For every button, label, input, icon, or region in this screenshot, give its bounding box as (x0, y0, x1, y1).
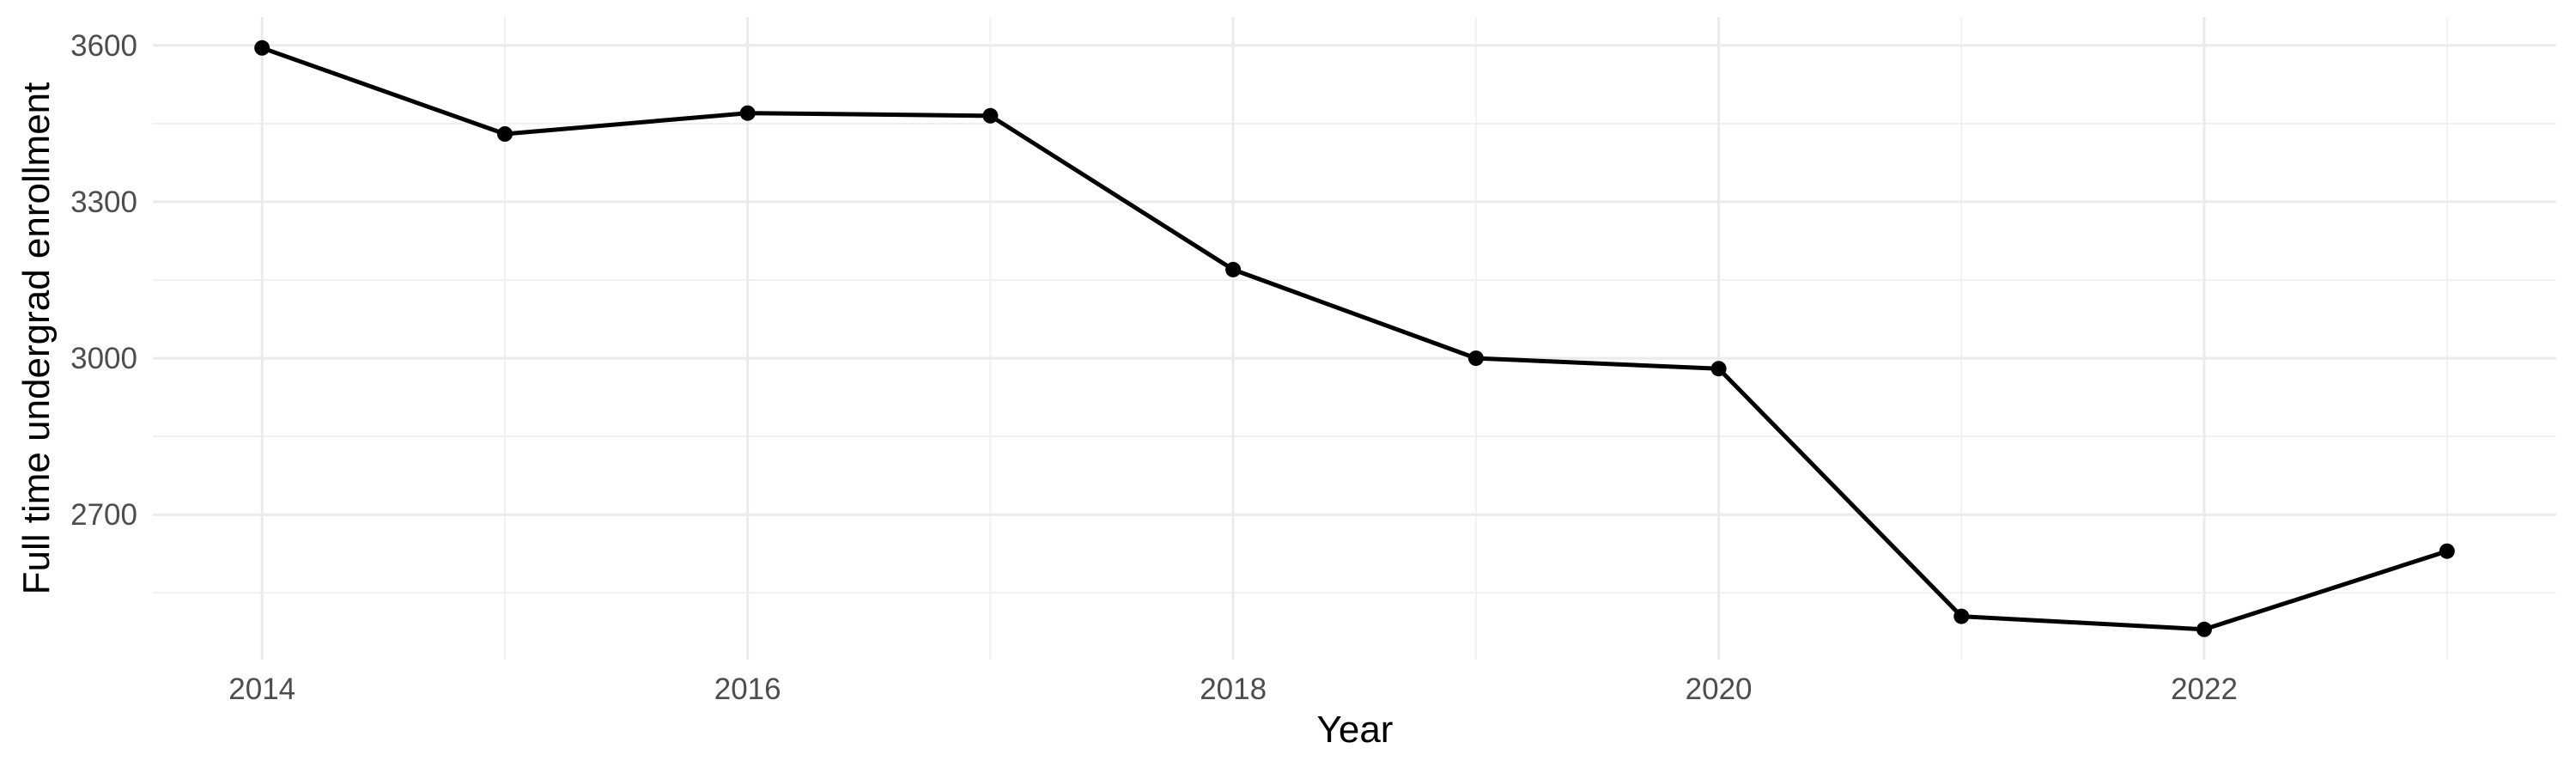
y-tick-label-2700: 2700 (70, 498, 137, 532)
data-point-2023 (2439, 543, 2455, 559)
data-point-2019 (1467, 350, 1484, 367)
gridlines-minor-group (153, 17, 2556, 660)
x-tick-label-2020: 2020 (1686, 673, 1753, 706)
x-tick-label-2016: 2016 (714, 673, 781, 706)
x-axis-title: Year (1317, 709, 1394, 751)
data-point-2016 (739, 105, 756, 121)
data-point-2017 (982, 107, 999, 124)
data-point-2018 (1225, 261, 1242, 277)
x-tick-label-2018: 2018 (1200, 673, 1267, 706)
data-point-2014 (254, 40, 270, 56)
gridlines-major-group (153, 17, 2556, 660)
data-point-2020 (1710, 361, 1727, 377)
data-point-2021 (1953, 608, 1970, 624)
data-point-2015 (497, 126, 513, 142)
y-tick-label-3000: 3000 (70, 342, 137, 375)
x-tick-label-2014: 2014 (228, 673, 295, 706)
line-series-group (254, 40, 2455, 637)
y-tick-label-3300: 3300 (70, 186, 137, 219)
enrollment-trend-line (261, 46, 2448, 632)
y-tick-label-3600: 3600 (70, 29, 137, 63)
x-tick-label-2022: 2022 (2171, 673, 2238, 706)
y-axis-title: Full time undergrad enrollment (15, 82, 58, 595)
data-point-2022 (2196, 621, 2212, 637)
tick-labels-group: 3600 3300 3000 2700 2014 2016 2018 2020 2022 (70, 29, 2238, 706)
